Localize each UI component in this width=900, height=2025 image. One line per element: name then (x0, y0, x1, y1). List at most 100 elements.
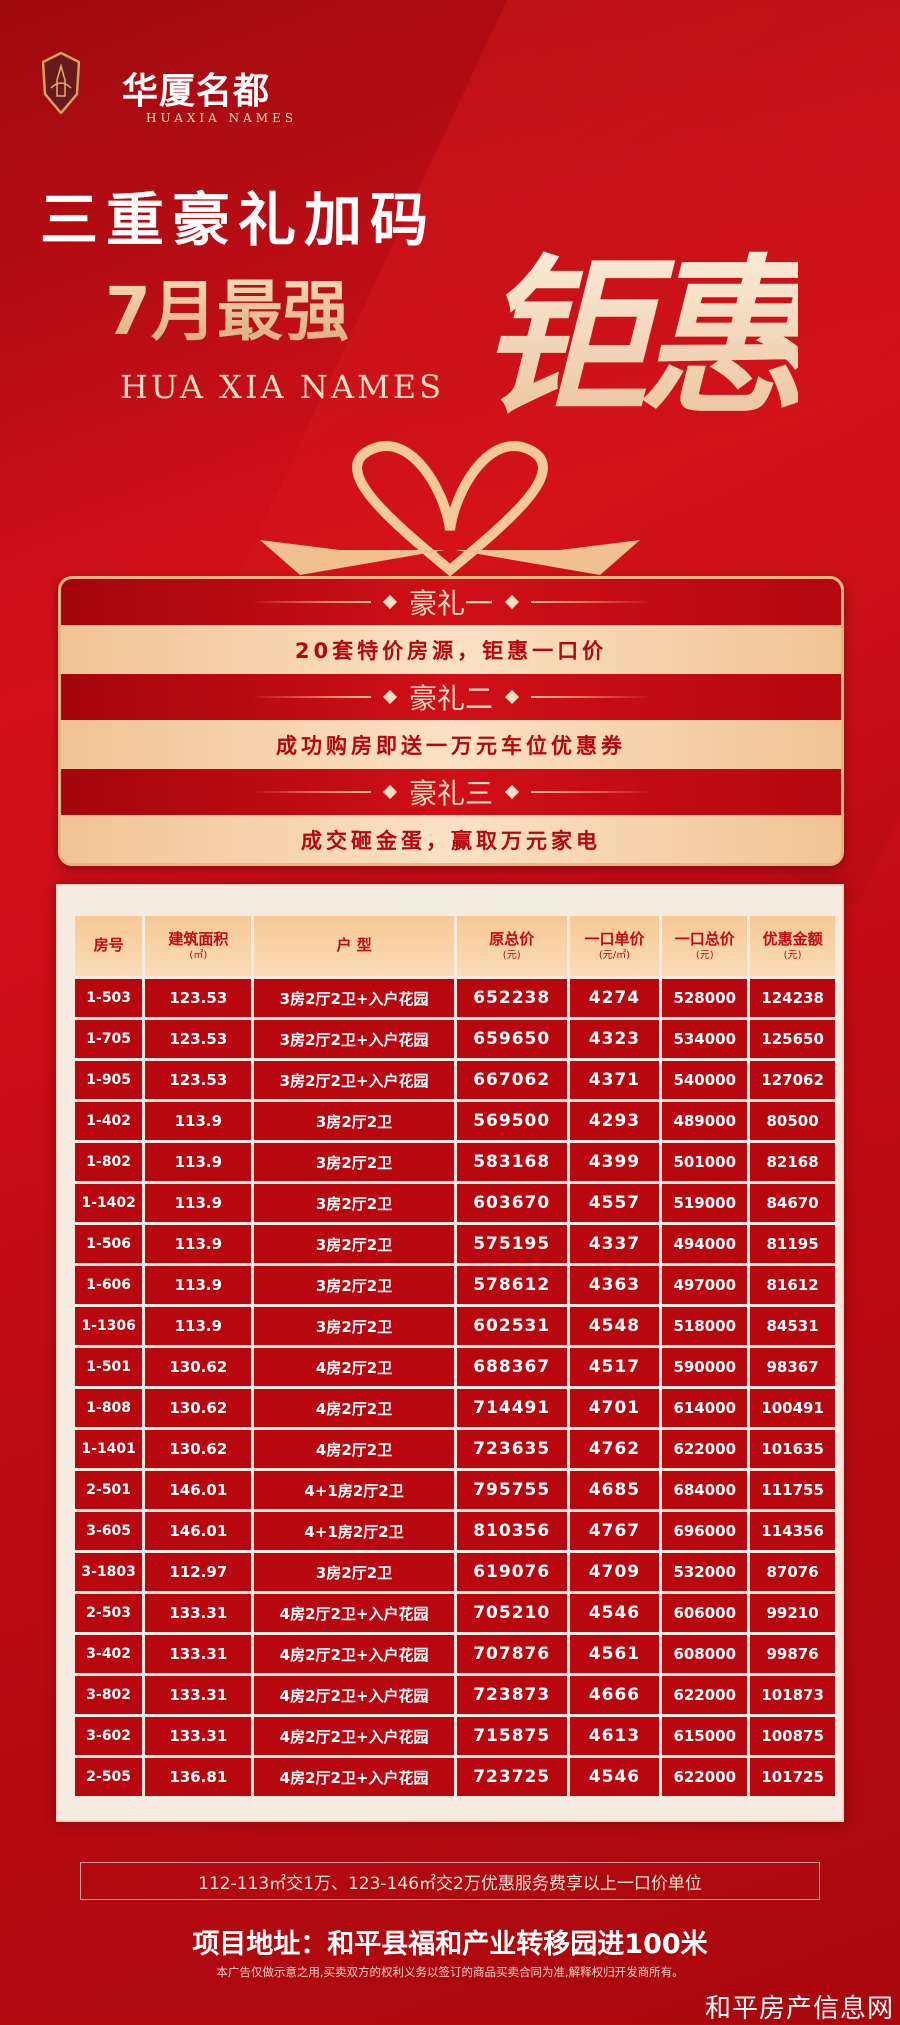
cell-unit-price: 4709 (569, 1553, 660, 1591)
column-header-unit: (元) (502, 950, 521, 962)
cell-unit-price: 4546 (569, 1594, 660, 1632)
cell-original-price: 619076 (456, 1553, 567, 1591)
disclaimer: 本广告仅做示意之用,买卖双方的权利义务以签订的商品买卖合同为准,解释权归开发商所… (216, 1965, 684, 1979)
diamond-icon (504, 689, 520, 705)
cell-unit-price: 4762 (569, 1430, 660, 1468)
cell-area: 113.9 (145, 1307, 252, 1345)
brand-name-en: HUAXIA NAMES (146, 111, 298, 125)
cell-room-number: 1-606 (75, 1266, 143, 1304)
cell-unit-price: 4685 (569, 1471, 660, 1509)
cell-unit-price: 4274 (569, 979, 660, 1017)
cell-unit-price: 4548 (569, 1307, 660, 1345)
cell-room-number: 2-501 (75, 1471, 143, 1509)
cell-fixed-total-price: 622000 (662, 1430, 748, 1468)
column-header-label: 户 型 (336, 936, 372, 955)
table-row: 3-802 133.31 4房2厅2卫+入户花园 723873 4666 622000 10… (75, 1676, 835, 1714)
cell-area: 113.9 (145, 1266, 252, 1304)
cell-room-number: 2-505 (75, 1758, 143, 1796)
table-row: 1-1401 130.62 4房2厅2卫 723635 4762 622000 101635 (75, 1430, 835, 1468)
gift-1-title-bar: 豪礼一 (61, 579, 841, 625)
cell-room-number: 1-506 (75, 1225, 143, 1263)
cell-layout: 4房2厅2卫+入户花园 (254, 1635, 454, 1673)
cell-area: 113.9 (145, 1184, 252, 1222)
shield-logo-icon (42, 52, 80, 114)
column-header-label: 优惠金额 (762, 929, 823, 948)
cell-fixed-total-price: 608000 (662, 1635, 748, 1673)
cell-room-number: 1-501 (75, 1348, 143, 1386)
cell-room-number: 1-705 (75, 1020, 143, 1058)
cell-original-price: 715875 (456, 1717, 567, 1755)
cell-discount: 80500 (750, 1102, 835, 1140)
cell-fixed-total-price: 622000 (662, 1676, 748, 1714)
table-row: 1-905 123.53 3房2厅2卫+入户花园 667062 4371 540000 12… (75, 1061, 835, 1099)
cell-room-number: 1-503 (75, 979, 143, 1017)
gift-2-text: 成功购房即送一万元车位优惠券 (61, 720, 841, 769)
cell-unit-price: 4557 (569, 1184, 660, 1222)
cell-discount: 99876 (750, 1635, 835, 1673)
cell-discount: 84531 (750, 1307, 835, 1345)
cell-area: 123.53 (145, 979, 252, 1017)
gift-3-title: 豪礼三 (408, 777, 493, 810)
cell-area: 146.01 (145, 1471, 252, 1509)
cell-layout: 4房2厅2卫+入户花园 (254, 1676, 454, 1714)
gift-1-title: 豪礼一 (408, 587, 493, 620)
column-header: 建筑面积 (㎡) (145, 916, 252, 976)
diamond-icon (382, 689, 398, 705)
cell-original-price: 723873 (456, 1676, 567, 1714)
cell-fixed-total-price: 696000 (662, 1512, 748, 1550)
cell-fixed-total-price: 497000 (662, 1266, 748, 1304)
cell-area: 133.31 (145, 1717, 252, 1755)
table-row: 2-501 146.01 4+1房2厅2卫 795755 4685 684000 11175… (75, 1471, 835, 1509)
column-header-label: 建筑面积 (168, 929, 229, 948)
column-header-unit: (元/㎡) (598, 950, 631, 962)
cell-unit-price: 4613 (569, 1717, 660, 1755)
cell-discount: 87076 (750, 1553, 835, 1591)
cell-area: 133.31 (145, 1594, 252, 1632)
price-table-frame: 房号 建筑面积 (㎡) 户 型 原总价 (元) 一口单价 (元/㎡) 一口总价 (元) 优惠金额 (元… (56, 884, 844, 1822)
ribbon-bow-icon (260, 441, 640, 577)
table-row: 1-501 130.62 4房2厅2卫 688367 4517 590000 98367 (75, 1348, 835, 1386)
cell-unit-price: 4666 (569, 1676, 660, 1714)
cell-discount: 101873 (750, 1676, 835, 1714)
cell-original-price: 652238 (456, 979, 567, 1017)
project-address: 项目地址：和平县福和产业转移园进100米 (192, 1929, 708, 1960)
gifts-panel: 豪礼一 20套特价房源，钜惠一口价 豪礼二 成功购房即送一万元车位优惠券 豪礼三… (58, 576, 844, 866)
cell-layout: 3房2厅2卫 (254, 1307, 454, 1345)
cell-area: 113.9 (145, 1143, 252, 1181)
table-row: 1-802 113.9 3房2厅2卫 583168 4399 501000 82168 (75, 1143, 835, 1181)
cell-area: 136.81 (145, 1758, 252, 1796)
cell-original-price: 795755 (456, 1471, 567, 1509)
cell-fixed-total-price: 622000 (662, 1758, 748, 1796)
cell-room-number: 3-402 (75, 1635, 143, 1673)
table-row: 1-1402 113.9 3房2厅2卫 603670 4557 519000 84670 (75, 1184, 835, 1222)
cell-original-price: 602531 (456, 1307, 567, 1345)
column-header-unit: (元) (783, 950, 802, 962)
cell-layout: 3房2厅2卫 (254, 1184, 454, 1222)
cell-layout: 4房2厅2卫+入户花园 (254, 1758, 454, 1796)
cell-layout: 3房2厅2卫+入户花园 (254, 1020, 454, 1058)
cell-layout: 4房2厅2卫+入户花园 (254, 1717, 454, 1755)
cell-unit-price: 4371 (569, 1061, 660, 1099)
gift-3-text: 成交砸金蛋，赢取万元家电 (61, 815, 841, 863)
cell-unit-price: 4517 (569, 1348, 660, 1386)
cell-area: 123.53 (145, 1020, 252, 1058)
cell-layout: 3房2厅2卫 (254, 1266, 454, 1304)
cell-layout: 3房2厅2卫+入户花园 (254, 979, 454, 1017)
cell-fixed-total-price: 615000 (662, 1717, 748, 1755)
cell-layout: 3房2厅2卫 (254, 1553, 454, 1591)
diamond-icon (382, 784, 398, 800)
cell-discount: 98367 (750, 1348, 835, 1386)
cell-unit-price: 4337 (569, 1225, 660, 1263)
headline-line1: 三重豪礼加码 (40, 186, 437, 254)
cell-fixed-total-price: 501000 (662, 1143, 748, 1181)
table-header-row: 房号 建筑面积 (㎡) 户 型 原总价 (元) 一口单价 (元/㎡) 一口总价 (元) 优惠金额 (元… (75, 916, 835, 976)
gift-2-title-bar: 豪礼二 (61, 674, 841, 720)
table-row: 1-506 113.9 3房2厅2卫 575195 4337 494000 81195 (75, 1225, 835, 1263)
table-row: 3-402 133.31 4房2厅2卫+入户花园 707876 4561 608000 99… (75, 1635, 835, 1673)
column-header-label: 一口单价 (584, 929, 645, 948)
cell-area: 123.53 (145, 1061, 252, 1099)
cell-room-number: 1-1306 (75, 1307, 143, 1345)
gift-3-title-bar: 豪礼三 (61, 769, 841, 815)
diamond-icon (504, 594, 520, 610)
column-header-unit: (㎡) (189, 950, 208, 962)
